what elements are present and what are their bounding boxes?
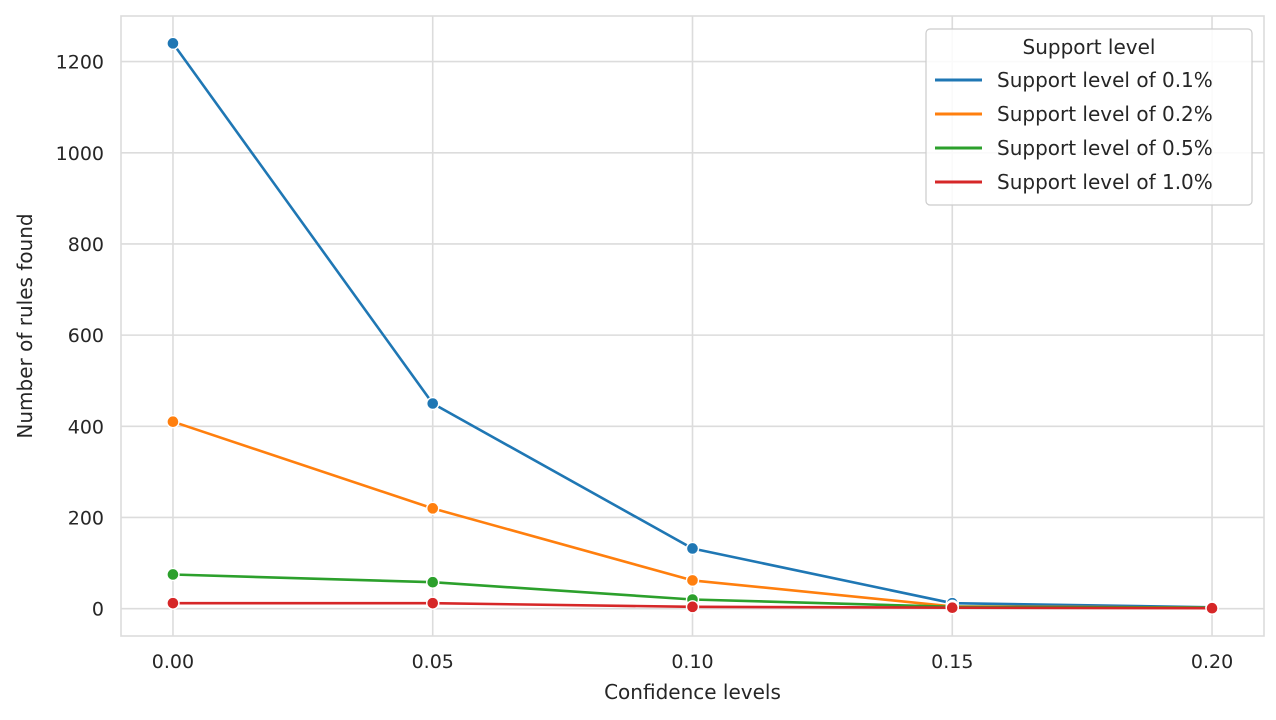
x-tick-label: 0.20: [1191, 651, 1233, 673]
plot-frame: [120, 15, 1265, 637]
tick-labels: 0.00 0.05 0.10 0.15 0.20 0 200 400 600 800 1000 120…: [56, 52, 1234, 673]
data-point: [945, 601, 959, 615]
x-axis-label: Confidence levels: [604, 680, 781, 704]
y-tick-label: 1200: [56, 52, 104, 74]
legend-box: [925, 28, 1253, 206]
data-point: [685, 600, 700, 614]
data-point: [426, 501, 440, 516]
y-axis-label: Number of rules found: [13, 213, 37, 438]
y-tick-label: 200: [68, 507, 104, 529]
y-tick-label: 1000: [56, 143, 104, 165]
data-point: [166, 36, 180, 51]
data-point: [1205, 601, 1219, 615]
data-point: [426, 575, 440, 589]
data-point: [166, 567, 180, 582]
x-tick-label: 0.10: [671, 651, 713, 673]
series-layer: [166, 36, 1219, 615]
legend-items: Support level of 0.1% Support level of 0.…: [935, 68, 1213, 194]
x-tick-label: 0.15: [931, 651, 973, 673]
legend-label: Support level of 1.0%: [997, 170, 1213, 194]
y-tick-label: 0: [92, 599, 104, 621]
legend-title: Support level: [1023, 35, 1156, 59]
data-point: [685, 541, 700, 556]
legend: Support level Support level of 0.1%Suppo…: [925, 28, 1253, 206]
data-point: [426, 396, 440, 411]
y-tick-label: 400: [68, 416, 104, 438]
data-point: [685, 573, 700, 588]
legend-label: Support level of 0.1%: [997, 68, 1213, 92]
legend-label: Support level of 0.2%: [997, 102, 1213, 126]
y-tick-label: 600: [68, 325, 104, 347]
data-point: [426, 596, 440, 610]
x-tick-label: 0.00: [152, 651, 194, 673]
data-point: [166, 596, 180, 610]
legend-label: Support level of 0.5%: [997, 136, 1213, 160]
data-point: [166, 415, 180, 429]
x-tick-label: 0.05: [412, 651, 454, 673]
y-tick-label: 800: [68, 234, 104, 256]
